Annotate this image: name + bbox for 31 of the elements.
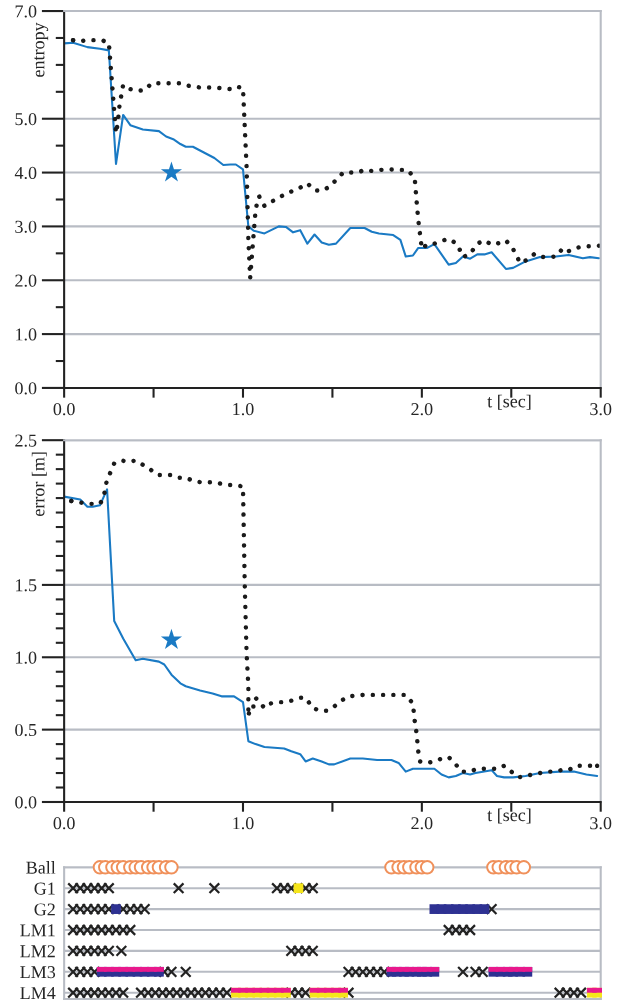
y-tick-label: 1.0 [16, 651, 37, 664]
x-tick-label: 3.0 [590, 817, 612, 830]
x-tick-label: 1.0 [233, 403, 254, 416]
x-axis-title: t [sec] [487, 808, 531, 824]
y-tick-label: LM2 [20, 945, 55, 958]
y-tick-label: 1.5 [16, 579, 37, 592]
y-tick-label: 0.0 [15, 382, 37, 395]
y-tick-label: 3.0 [15, 220, 37, 233]
y-tick-label: 7.0 [15, 5, 37, 18]
x-tick-label: 0.0 [53, 817, 75, 830]
y-tick-label: 5.0 [15, 112, 37, 126]
y-tick-label: G1 [34, 882, 55, 895]
y-axis-title: error [m] [31, 452, 47, 516]
y-tick-label: LM4 [20, 987, 56, 999]
y-tick-label: Ball [26, 861, 56, 874]
x-tick-label: 2.0 [411, 403, 433, 416]
y-tick-label: 2.5 [15, 434, 37, 447]
x-tick-label: 2.0 [411, 817, 433, 830]
y-tick-label: G2 [34, 903, 55, 916]
y-tick-label: 0.0 [15, 796, 37, 809]
x-axis-title: t [sec] [487, 394, 531, 410]
x-tick-label: 1.0 [233, 817, 254, 830]
y-tick-label: 2.0 [15, 274, 37, 287]
y-tick-label: 1.0 [16, 328, 37, 341]
y-tick-label: 0.5 [15, 723, 37, 737]
x-tick-label: 0.0 [53, 403, 75, 416]
x-tick-label: 3.0 [590, 403, 612, 416]
y-tick-label: LM1 [20, 924, 55, 937]
y-axis-title: entropy [34, 22, 49, 77]
y-tick-label: LM3 [20, 966, 56, 979]
y-tick-label: 4.0 [14, 166, 37, 180]
